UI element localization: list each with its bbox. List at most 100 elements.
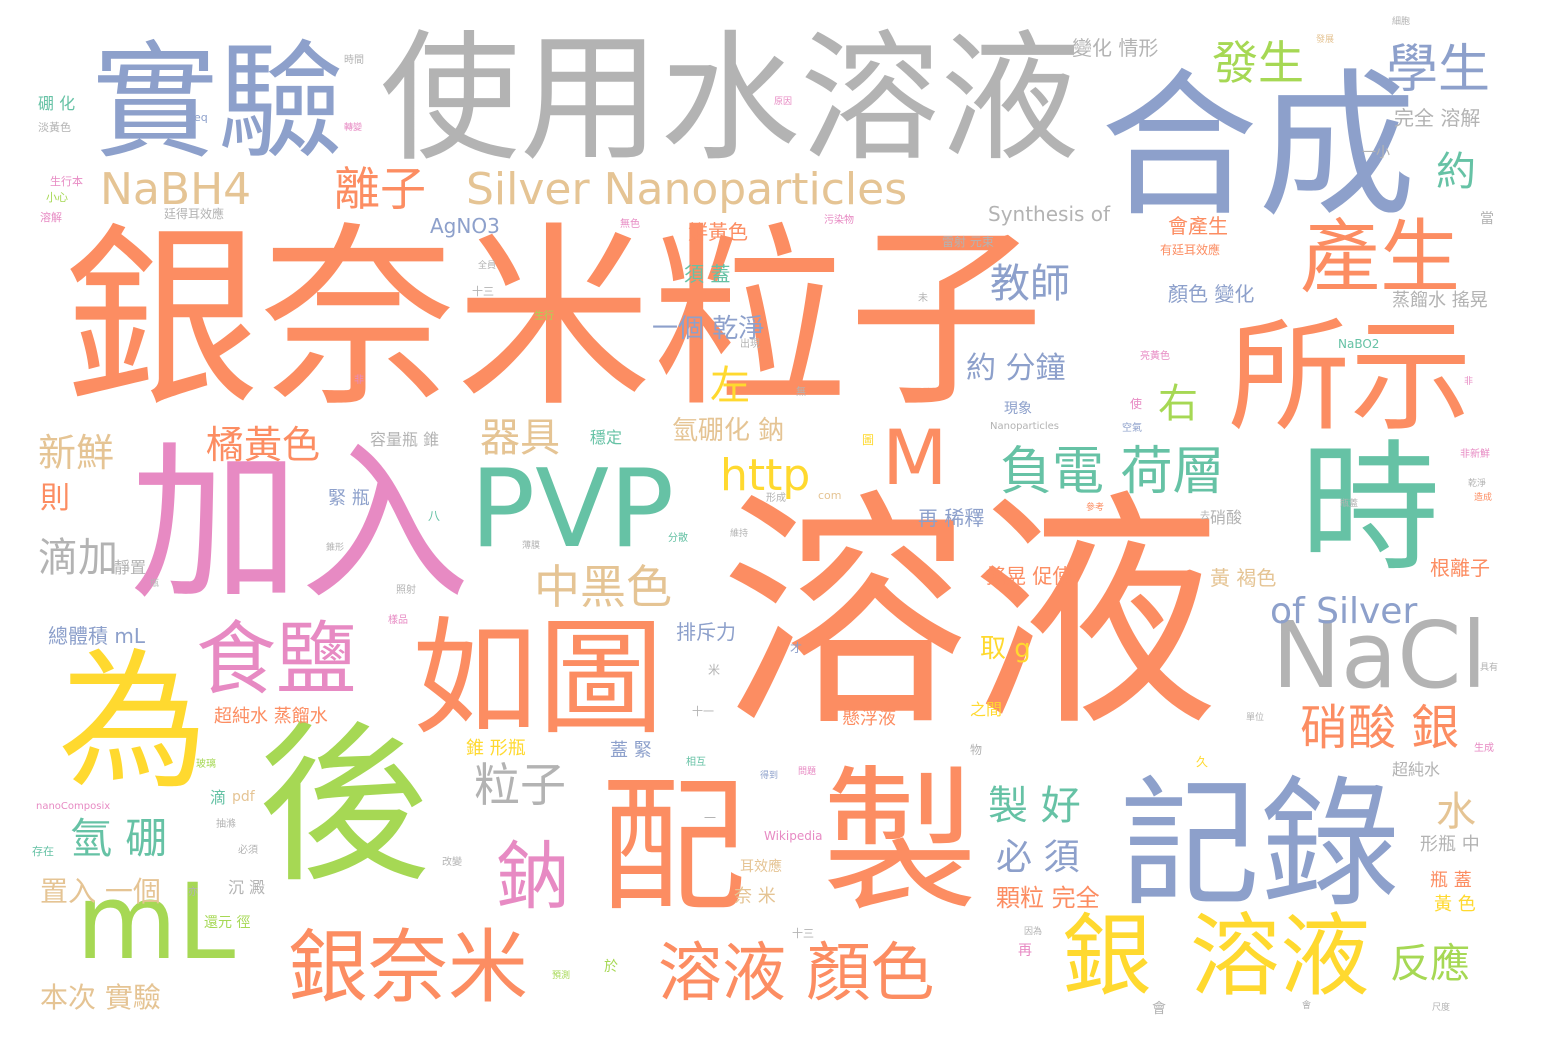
cloud-word: 非 [1464, 377, 1474, 387]
cloud-word: 超純水 [1392, 760, 1441, 779]
cloud-word: 緊 瓶 [328, 488, 370, 509]
cloud-word: of Silver [1270, 591, 1418, 632]
cloud-word: 所示 [1228, 306, 1472, 448]
cloud-word: 未 [918, 293, 928, 304]
cloud-word: 硝酸 [1210, 508, 1243, 527]
cloud-word: 總體積 mL [48, 624, 145, 648]
cloud-word: 使用水溶液 [380, 18, 1081, 181]
cloud-word: 約 分鐘 [966, 351, 1066, 386]
cloud-word: 會產生 [1168, 214, 1228, 238]
cloud-word: 粒子 [474, 758, 566, 812]
cloud-word: com [818, 489, 842, 502]
cloud-word: 十三 [472, 285, 494, 298]
cloud-word: 滴 [210, 788, 227, 807]
cloud-word: 樣品 [388, 615, 408, 626]
cloud-word: 維持 [730, 529, 749, 539]
cloud-word: 如圖 [412, 605, 664, 752]
cloud-word: 再 [1018, 943, 1032, 959]
cloud-word: 廷得耳效應 [164, 207, 225, 221]
cloud-word: 超純水 蒸餾水 [214, 706, 328, 727]
cloud-word: 預測 [552, 971, 571, 981]
cloud-word: 須 蓋 [684, 262, 731, 286]
cloud-word: NaBH4 [100, 164, 252, 215]
cloud-word: 負電 荷層 [1000, 442, 1225, 502]
cloud-word: 得到 [760, 771, 779, 781]
cloud-word: 抽滌 [216, 819, 236, 830]
cloud-word: 學生 [1386, 40, 1491, 100]
cloud-word: 具有 [1480, 663, 1499, 673]
cloud-word: 溶液 顏色 [658, 937, 935, 1011]
cloud-word: 器具 [480, 415, 560, 461]
cloud-word: 硼 化 [38, 94, 76, 113]
cloud-word: 才 [790, 641, 803, 655]
cloud-word: 會 [1152, 1001, 1166, 1017]
cloud-word: AgNO3 [430, 214, 500, 238]
cloud-word: 為 [58, 636, 209, 810]
cloud-word: 還元 徑 [204, 915, 251, 931]
cloud-word: 變化 情形 [1072, 36, 1159, 60]
cloud-word: 污染物 [824, 215, 854, 226]
cloud-word: Nanoparticles [990, 421, 1059, 432]
cloud-word: 形成 [766, 493, 786, 504]
cloud-word: 沉 澱 [228, 878, 266, 897]
cloud-word: 分散 [668, 533, 688, 544]
cloud-word: 轉變 [344, 123, 363, 133]
cloud-word: 物 [970, 743, 983, 757]
cloud-word: 懸浮液 [842, 708, 896, 729]
cloud-word: 全員 [478, 261, 497, 271]
cloud-word: 根離子 [1430, 556, 1490, 580]
cloud-word: 製 好 [988, 783, 1081, 829]
cloud-word: 八 [428, 509, 441, 523]
cloud-word: 搖晃 促使 [986, 564, 1073, 588]
cloud-word: 蓋 緊 [610, 740, 652, 761]
cloud-word: 取 g [980, 634, 1031, 664]
cloud-word: 有廷耳效應 [1160, 243, 1221, 257]
cloud-word: 去 [1200, 511, 1210, 522]
cloud-word: 一小 [1362, 145, 1390, 161]
cloud-word: 空氣 [1122, 423, 1142, 434]
cloud-word: 雷射 元束 [942, 235, 994, 249]
cloud-word: 必須 [238, 845, 258, 856]
cloud-word: 必 須 [996, 837, 1080, 878]
cloud-word: 橘黃色 [206, 423, 321, 467]
cloud-word: 非 [354, 375, 364, 386]
cloud-word: 蒸餾水 搖晃 [1392, 290, 1488, 311]
cloud-word: 問題 [798, 767, 817, 777]
cloud-word: Wikipedia [764, 829, 823, 843]
cloud-word: 瓶 [150, 579, 160, 589]
cloud-word: 生行本 [50, 175, 83, 188]
cloud-word: 之間 [970, 700, 1003, 719]
cloud-word: http [720, 450, 811, 501]
cloud-word: 單位 [1246, 713, 1265, 723]
cloud-word: 淡黃色 [38, 121, 71, 134]
cloud-word: 生行 [534, 311, 554, 322]
cloud-word: 靜置 [114, 558, 147, 577]
cloud-word: 出現 [740, 339, 760, 350]
cloud-word: 發生 [1212, 36, 1304, 90]
cloud-word: 時間 [344, 55, 364, 66]
cloud-word: 原因 [774, 97, 793, 107]
cloud-word: PVP [470, 447, 675, 572]
cloud-word: 再 稀釋 [918, 506, 985, 530]
cloud-word: 鈉 [496, 834, 570, 920]
cloud-word: 產生 [1300, 211, 1460, 304]
cloud-word: 約 [1436, 149, 1476, 195]
cloud-word: 完全 溶解 [1394, 106, 1481, 130]
cloud-word: 水 [1436, 789, 1476, 835]
cloud-word: 離子 [334, 162, 426, 216]
cloud-word: 生成 [1474, 743, 1494, 754]
cloud-word: 記錄 [1120, 764, 1401, 927]
cloud-word: 亦 [188, 887, 198, 898]
cloud-word: 參考 [1086, 503, 1105, 513]
cloud-word: 製 [822, 751, 978, 933]
cloud-word: 細胞 [1392, 17, 1411, 27]
cloud-word: mL [76, 861, 236, 983]
cloud-word: 玻璃 [196, 759, 216, 770]
cloud-word: 錐形 [326, 543, 345, 553]
cloud-word: nanoComposix [36, 801, 111, 812]
cloud-word: 顆粒 完全 [996, 884, 1100, 912]
cloud-word: 乾淨 [1468, 479, 1487, 489]
cloud-word: 食鹽 [196, 613, 356, 706]
cloud-word: NaBO2 [1338, 337, 1380, 351]
cloud-word: 奈 米 [734, 886, 776, 907]
